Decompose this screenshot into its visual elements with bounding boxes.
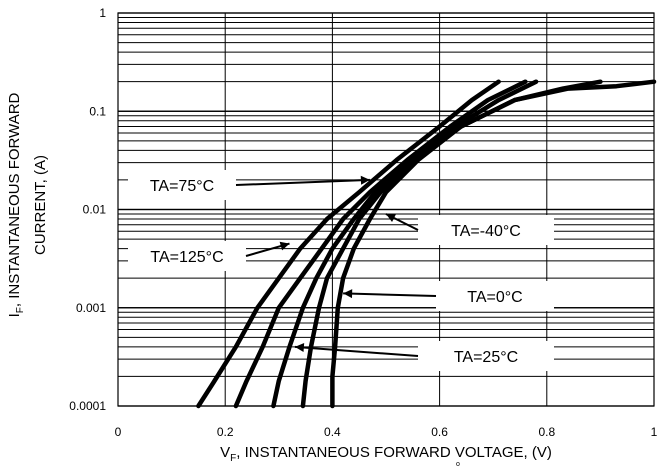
- y-title-line2: CURRENT, (A): [32, 155, 49, 256]
- annotation-label: TA=75°C: [150, 178, 214, 195]
- series-line-1: [196, 79, 501, 409]
- plot-frame: [117, 12, 655, 407]
- annotation-arrowhead: [279, 241, 290, 251]
- annotation-box: [128, 170, 236, 200]
- x-tick-label: 0.4: [324, 425, 341, 439]
- x-tick-label: 0.8: [538, 425, 555, 439]
- x-tick-label: 1: [651, 425, 657, 439]
- y-title-sub: F: [15, 307, 26, 314]
- y-title-line1: , INSTANTANEOUS FORWARD: [6, 92, 23, 308]
- y-tick-label: 1: [99, 6, 106, 20]
- annotation-box: [418, 215, 554, 245]
- series-line-3: [271, 79, 539, 409]
- y-axis-title-text: IF, INSTANTANEOUS FORWARD CURRENT, (A): [5, 93, 51, 318]
- y-tick-label: 0.001: [76, 301, 106, 315]
- x-title-sub: F: [230, 453, 237, 464]
- x-tick-label: 0.2: [217, 425, 234, 439]
- stray-mark: o: [456, 461, 460, 468]
- annotation-arrowhead: [386, 213, 397, 223]
- x-title-main: V: [220, 444, 231, 461]
- x-axis-title: VF, INSTANTANEOUS FORWARD VOLTAGE, (V): [118, 444, 654, 464]
- y-tick-label: 0.0001: [69, 399, 106, 413]
- annotation-leader: [343, 292, 437, 297]
- y-tick-label: 0.01: [83, 203, 107, 217]
- annotation-label: TA=0°C: [467, 289, 522, 306]
- annotation-label: TA=-40°C: [451, 223, 521, 240]
- annotation-box: [128, 241, 246, 271]
- annotation-box: [436, 281, 554, 311]
- annotation-box: [418, 341, 554, 371]
- y-axis-title: IF, INSTANTANEOUS FORWARD CURRENT, (A): [6, 40, 50, 370]
- annotation-arrowhead: [360, 175, 370, 185]
- annotation-label: TA=25°C: [454, 349, 518, 366]
- y-tick-label: 0.1: [89, 104, 106, 118]
- x-title-rest: , INSTANTANEOUS FORWARD VOLTAGE, (V): [236, 444, 552, 461]
- series-line-2: [233, 79, 528, 409]
- series-line-5: [330, 79, 657, 409]
- x-tick-label: 0.6: [431, 425, 448, 439]
- y-title-main: I: [6, 313, 23, 318]
- annotation-leader: [294, 345, 419, 357]
- x-tick-label: 0: [115, 425, 122, 439]
- annotation-arrowhead: [343, 289, 353, 299]
- annotation-arrowhead: [294, 343, 305, 353]
- annotation-leader: [235, 178, 370, 186]
- annotation-label: TA=125°C: [150, 249, 223, 266]
